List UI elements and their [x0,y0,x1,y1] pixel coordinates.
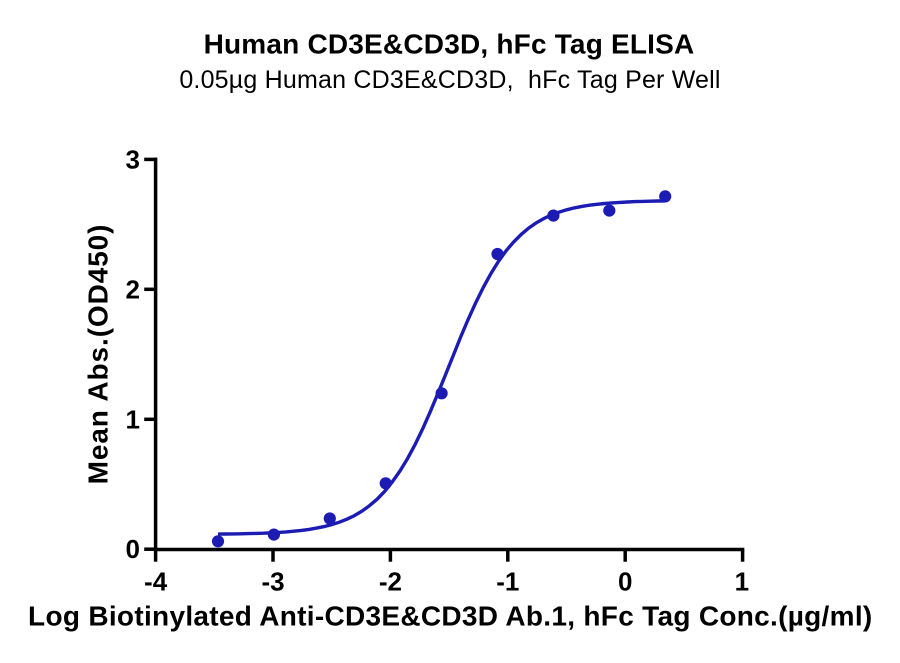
svg-text:3: 3 [126,144,140,174]
svg-text:-3: -3 [261,566,284,596]
svg-text:0: 0 [618,566,632,596]
svg-text:1: 1 [126,404,140,434]
svg-text:Mean Abs.(OD450): Mean Abs.(OD450) [83,224,114,485]
svg-text:-2: -2 [379,566,402,596]
svg-text:Human CD3E&CD3D, hFc Tag ELISA: Human CD3E&CD3D, hFc Tag ELISA [204,29,695,60]
svg-text:-1: -1 [496,566,519,596]
svg-text:-4: -4 [144,566,168,596]
svg-text:1: 1 [735,566,749,596]
svg-text:Log Biotinylated Anti-CD3E&CD3: Log Biotinylated Anti-CD3E&CD3D Ab.1, hF… [28,601,873,632]
svg-text:2: 2 [126,274,140,304]
svg-text:0: 0 [126,534,140,564]
svg-text:0.05µg Human CD3E&CD3D, hFc T: 0.05µg Human CD3E&CD3D, hFc Tag Per Well [179,66,720,94]
